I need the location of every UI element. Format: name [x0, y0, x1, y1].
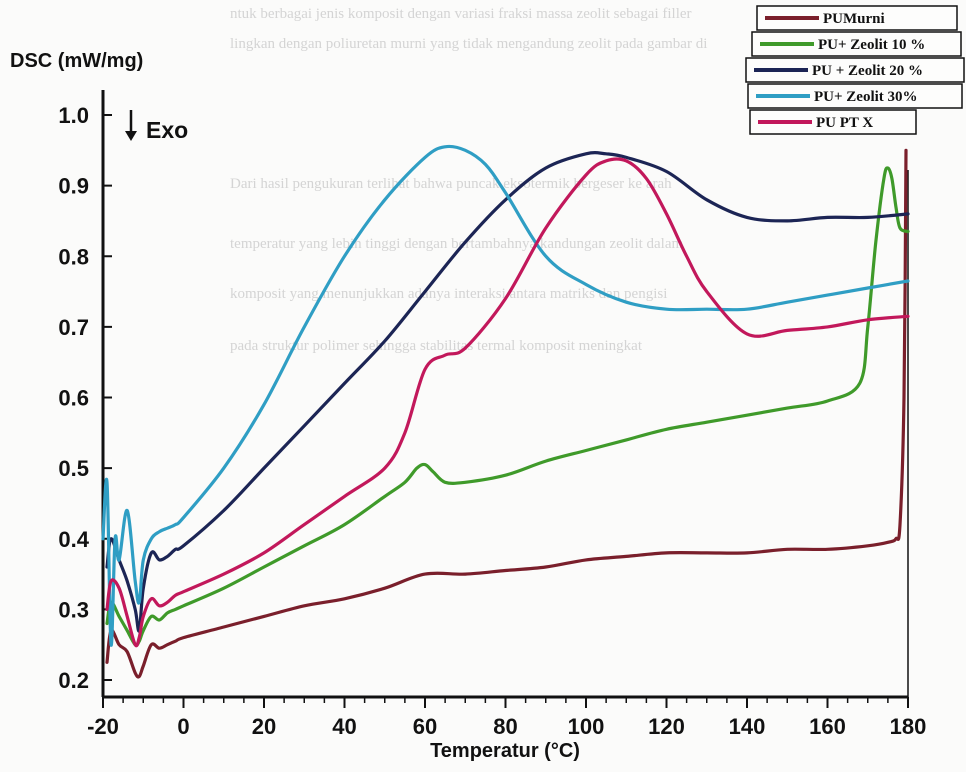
y-tick-label: 0.5: [58, 456, 89, 481]
y-tick-label: 0.7: [58, 315, 89, 340]
x-tick-label: 180: [890, 714, 927, 739]
x-tick-label: 100: [568, 714, 605, 739]
background-text-line: temperatur yang lebih tinggi dengan bert…: [230, 236, 684, 252]
y-tick-label: 0.6: [58, 386, 89, 411]
legend-label: PUMurni: [823, 11, 885, 27]
y-tick-label: 0.8: [58, 244, 89, 269]
background-text-line: pada struktur polimer sehingga stabilita…: [230, 338, 643, 354]
y-tick-label: 1.0: [58, 103, 89, 128]
series-layer: [101, 144, 910, 679]
y-axis-label: DSC (mW/mg): [10, 50, 143, 72]
series-line: [105, 157, 910, 648]
exo-annotation: Exo: [125, 110, 188, 143]
series-line: [101, 144, 910, 647]
down-arrow-icon: [125, 131, 137, 141]
background-text-layer: ntuk berbagai jenis komposit dengan vari…: [230, 6, 707, 354]
exo-label: Exo: [146, 117, 188, 143]
x-tick-label: 120: [648, 714, 685, 739]
background-text-line: Dari hasil pengukuran terlihat bahwa pun…: [230, 176, 672, 192]
x-tick-label: -20: [87, 714, 119, 739]
legend-label: PU PT X: [816, 115, 873, 131]
legend-label: PU + Zeolit 20 %: [812, 63, 923, 79]
x-axis-label: Temperatur (°C): [430, 740, 580, 762]
legend-label: PU+ Zeolit 30%: [814, 89, 918, 105]
background-text-line: lingkan dengan poliuretan murni yang tid…: [230, 36, 707, 52]
y-tick-label: 0.9: [58, 174, 89, 199]
x-tick-label: 80: [493, 714, 517, 739]
x-tick-label: 160: [809, 714, 846, 739]
x-tick-label: 140: [729, 714, 766, 739]
y-ticks: 0.2 0.3 0.4 0.5 0.6 0.7 0.8 0.9 1.0: [58, 103, 112, 693]
x-tick-label: 40: [332, 714, 356, 739]
x-ticks: -20 0 20 40 60 80 100 120 140 160 180: [87, 697, 926, 739]
y-tick-label: 0.2: [58, 668, 89, 693]
legend-label: PU+ Zeolit 10 %: [818, 37, 925, 53]
y-tick-label: 0.3: [58, 597, 89, 622]
background-text-line: komposit yang menunjukkan adanya interak…: [230, 286, 667, 302]
x-tick-label: 0: [177, 714, 189, 739]
series-line: [105, 151, 910, 633]
legend: PUMurni PU+ Zeolit 10 % PU + Zeolit 20 % PU…: [745, 5, 965, 135]
series-line: [105, 148, 908, 679]
background-text-line: ntuk berbagai jenis komposit dengan vari…: [230, 6, 692, 22]
x-tick-label: 60: [413, 714, 437, 739]
x-tick-label: 20: [252, 714, 276, 739]
y-tick-label: 0.4: [58, 527, 89, 552]
